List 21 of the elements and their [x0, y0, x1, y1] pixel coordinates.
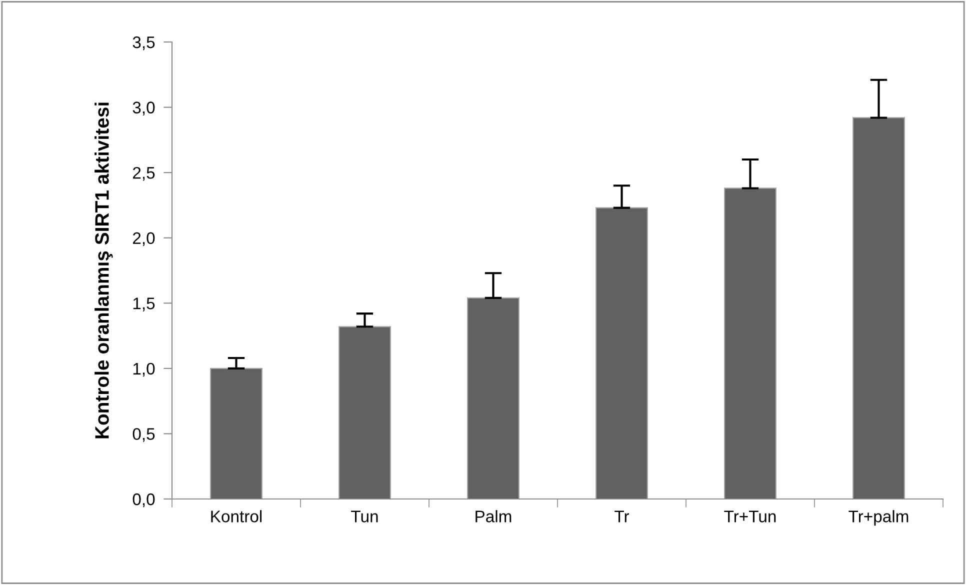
- bar: [210, 368, 263, 499]
- bar: [595, 207, 648, 499]
- bar: [338, 326, 392, 499]
- y-tick-label: 2,0: [133, 232, 155, 246]
- y-tick-label: 1,0: [133, 362, 155, 377]
- bar: [466, 297, 520, 499]
- x-tick-label: Palm: [476, 510, 512, 522]
- bar: [724, 188, 777, 499]
- x-tick-label: Tr: [614, 510, 630, 522]
- x-tick-label: Kontrol: [211, 510, 262, 522]
- y-tick-label: 0,0: [132, 493, 155, 508]
- y-tick-label: 1,5: [133, 298, 155, 312]
- y-tick-label: 3,5: [132, 36, 155, 50]
- y-axis-title: Kontrole oranlanmış SIRT1 aktivitesi: [94, 102, 113, 438]
- y-tick-label: 0,5: [132, 428, 155, 442]
- x-tick-label: Tr+Tun: [724, 510, 776, 522]
- y-tick-label: 2,5: [133, 166, 155, 181]
- bar: [852, 117, 906, 499]
- x-tick-label: Tun: [351, 510, 378, 522]
- x-tick-label: Tr+palm: [848, 510, 908, 526]
- y-tick-label: 3,0: [132, 102, 155, 116]
